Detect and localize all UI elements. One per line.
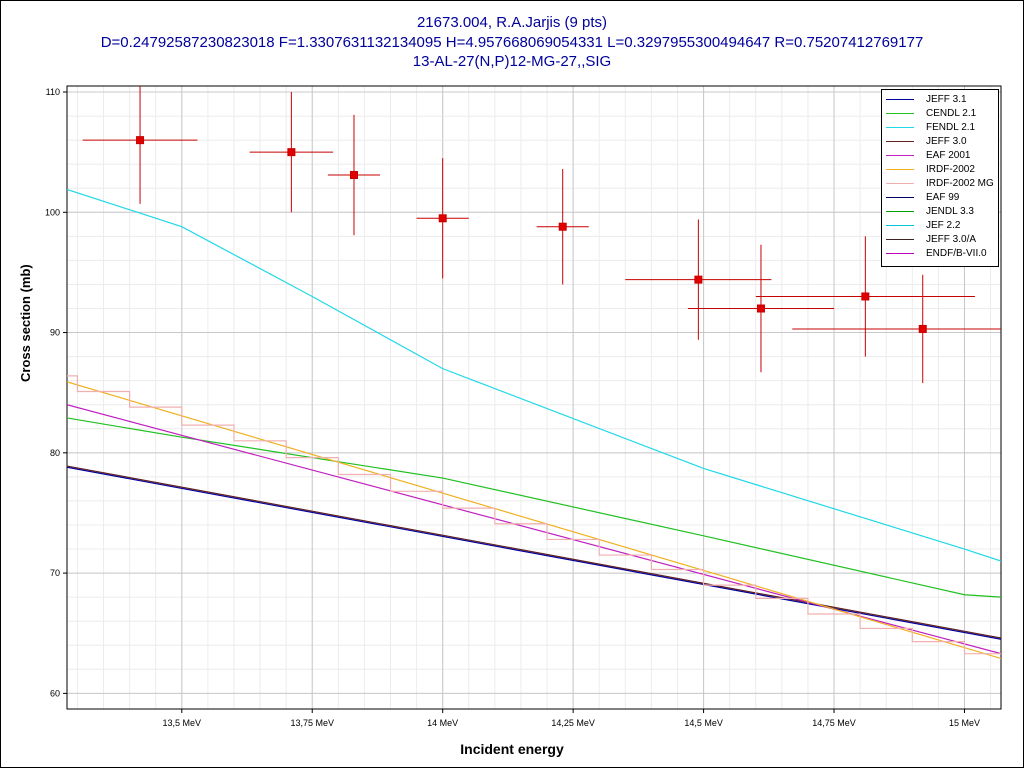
legend-label: JENDL 3.3 <box>926 206 974 217</box>
y-tick-label: 70 <box>50 568 60 578</box>
data-point <box>918 324 927 333</box>
y-tick-label: 100 <box>45 207 60 217</box>
x-tick-label: 13,75 MeV <box>290 718 334 728</box>
x-tick-label: 13,5 MeV <box>163 718 202 728</box>
chart-reaction: 13-AL-27(N,P)12-MG-27,,SIG <box>412 53 612 70</box>
legend-item: IRDF-2002 MG <box>882 177 998 190</box>
data-point <box>349 171 358 179</box>
legend-swatch <box>886 155 914 156</box>
legend-swatch <box>886 253 914 254</box>
data-point <box>438 214 447 223</box>
legend-label: IRDF-2002 MG <box>926 178 994 189</box>
legend-label: JEFF 3.0/A <box>926 234 977 245</box>
plot-border <box>66 85 1002 710</box>
x-tick-label: 14,5 MeV <box>684 718 723 728</box>
legend-item: FENDL 2.1 <box>882 121 998 134</box>
legend-swatch <box>886 183 914 184</box>
y-tick-label: 90 <box>50 328 60 338</box>
y-tick-label: 110 <box>46 87 60 97</box>
legend-swatch <box>886 225 914 226</box>
series-line-eaf-2001 <box>67 404 1001 655</box>
legend-item: JEF 2.2 <box>882 219 998 232</box>
legend-label: ENDF/B-VII.0 <box>926 248 987 259</box>
legend-label: EAF 2001 <box>926 150 971 161</box>
legend-swatch <box>886 99 914 100</box>
chart-title: 21673.004, R.A.Jarjis (9 pts) <box>416 14 608 31</box>
minor-grid <box>67 86 1001 709</box>
series-line-irdf-2002 <box>67 381 1001 660</box>
legend-item: JENDL 3.3 <box>882 205 998 218</box>
legend-item: EAF 2001 <box>882 149 998 162</box>
legend-label: FENDL 2.1 <box>926 122 976 133</box>
legend-item: CENDL 2.1 <box>882 107 998 120</box>
legend-item: JEFF 3.0/A <box>882 233 998 246</box>
series-group <box>67 86 1001 660</box>
data-point <box>136 136 145 145</box>
series-line-cendl-2-1 <box>67 417 1001 598</box>
data-point <box>756 304 765 313</box>
data-point <box>694 275 703 284</box>
legend-swatch <box>886 127 914 128</box>
data-point <box>558 222 567 231</box>
x-tick-label: 14 MeV <box>427 718 458 728</box>
chart-parameters: D=0.24792587230823018 F=1.33076311321340… <box>100 34 924 51</box>
legend-item: EAF 99 <box>882 191 998 204</box>
y-tick-label: 80 <box>50 448 60 458</box>
data-point <box>287 148 296 157</box>
legend-label: EAF 99 <box>926 192 960 203</box>
y-tick-label: 60 <box>50 688 60 698</box>
x-tick-label: 14,75 MeV <box>812 718 856 728</box>
legend: JEFF 3.1 CENDL 2.1 FENDL 2.1 JEFF 3.0 EAF 20… <box>881 89 999 267</box>
series-line-fendl-2-1 <box>67 188 1001 562</box>
series-line-irdf-2002-mg <box>67 375 1001 655</box>
series-line-jeff-3-1 <box>67 466 1001 640</box>
data-point <box>861 292 870 301</box>
x-axis-label: Incident energy <box>460 741 564 757</box>
legend-item: JEFF 3.1 <box>882 93 998 106</box>
series-line-jeff-3-0 <box>67 465 1001 639</box>
legend-item: IRDF-2002 <box>882 163 998 176</box>
legend-item: JEFF 3.0 <box>882 135 998 148</box>
x-tick-label: 14,25 MeV <box>551 718 595 728</box>
legend-swatch <box>886 239 914 240</box>
y-axis-label: Cross section (mb) <box>18 264 33 382</box>
legend-label: IRDF-2002 <box>926 164 975 175</box>
legend-swatch <box>886 141 914 142</box>
legend-item: ENDF/B-VII.0 <box>882 247 998 260</box>
legend-label: JEFF 3.1 <box>926 94 967 105</box>
x-tick-label: 15 MeV <box>949 718 980 728</box>
legend-label: CENDL 2.1 <box>926 108 977 119</box>
legend-swatch <box>886 211 914 212</box>
legend-swatch <box>886 169 914 170</box>
legend-swatch <box>886 197 914 198</box>
legend-label: JEFF 3.0 <box>926 136 967 147</box>
legend-label: JEF 2.2 <box>926 220 961 231</box>
legend-swatch <box>886 113 914 114</box>
